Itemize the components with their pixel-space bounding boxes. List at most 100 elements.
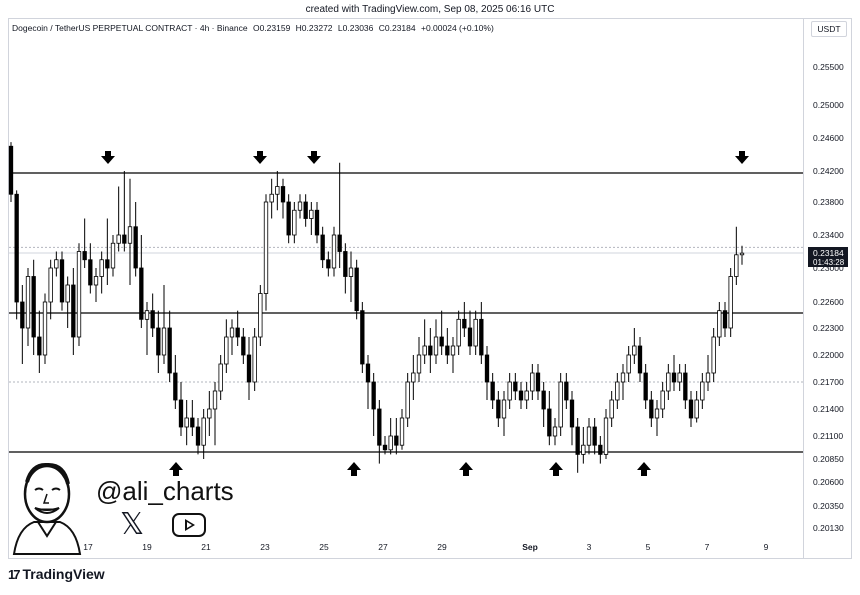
y-tick-label: 0.21700 — [813, 377, 844, 387]
candle-body — [496, 399, 501, 419]
candle-body — [592, 426, 597, 446]
x-tick-label: 29 — [437, 542, 447, 552]
candle-body — [122, 234, 127, 244]
candle-body — [547, 408, 552, 437]
candle-body — [654, 408, 660, 419]
tradingview-wordmark: TradingView — [22, 566, 105, 582]
candle-body — [31, 276, 36, 338]
x-tick-label: 19 — [142, 542, 152, 552]
up-arrow-icon — [637, 462, 651, 476]
candle-body — [99, 259, 104, 277]
candle-body — [93, 276, 99, 286]
candle-body — [620, 372, 626, 383]
candle-body — [705, 372, 711, 383]
candle-body — [564, 381, 569, 401]
candle-body — [14, 193, 19, 303]
symbol-name: Dogecoin / TetherUS PERPETUAL CONTRACT ·… — [12, 23, 248, 33]
x-tick-label: 7 — [705, 542, 710, 552]
candle-body — [144, 310, 150, 320]
candle-body — [552, 426, 558, 437]
y-tick-label: 0.20600 — [813, 477, 844, 487]
candle-body — [728, 276, 733, 329]
y-tick-label: 0.23800 — [813, 197, 844, 207]
candle-body — [405, 381, 410, 419]
candle-body — [501, 399, 507, 419]
candle-body — [558, 381, 563, 428]
candle-body — [320, 234, 325, 261]
candle-body — [467, 327, 473, 347]
candle-body — [722, 310, 728, 329]
candle-body — [25, 276, 31, 329]
down-arrow-icon — [101, 151, 115, 164]
candle-body — [195, 426, 201, 446]
candle-body — [218, 363, 223, 392]
candle-body — [637, 345, 643, 374]
candle-body — [643, 372, 648, 401]
candle-body — [133, 226, 138, 269]
candle-body — [156, 327, 161, 356]
candle-body — [37, 336, 42, 356]
candle-body — [224, 336, 229, 365]
x-logo-icon[interactable]: 𝕏 — [120, 507, 145, 542]
candle-body — [190, 417, 195, 428]
candle-body — [524, 390, 529, 401]
ohlc-open: O0.23159 — [252, 23, 291, 33]
candle-body — [178, 399, 184, 428]
x-tick-label: 9 — [764, 542, 769, 552]
candle-body — [360, 310, 365, 365]
candle-body — [20, 301, 25, 329]
y-tick-label: 0.20850 — [813, 454, 844, 464]
candle-body — [337, 234, 342, 252]
ohlc-change: +0.00024 (+0.10%) — [421, 23, 494, 33]
currency-badge[interactable]: USDT — [811, 21, 847, 37]
y-tick-label: 0.24600 — [813, 133, 844, 143]
candle-body — [717, 310, 722, 338]
candle-body — [88, 259, 93, 286]
candle-body — [677, 372, 682, 383]
candle-body — [490, 381, 495, 401]
candle-body — [354, 267, 359, 312]
candle-body — [326, 259, 331, 269]
y-tick-label: 0.23400 — [813, 230, 844, 240]
ohlc-low: L0.23036 — [337, 23, 374, 33]
candle-body — [297, 201, 303, 211]
x-tick-label: 21 — [201, 542, 211, 552]
candle-body — [184, 417, 189, 428]
candle-body — [139, 267, 144, 320]
y-tick-label: 0.20350 — [813, 501, 844, 511]
candle-body — [161, 327, 167, 356]
candle-body — [241, 336, 246, 356]
candle-body — [473, 318, 478, 347]
candle-body — [105, 259, 110, 269]
candle-body — [456, 318, 461, 347]
y-tick-label: 0.23000 — [813, 263, 844, 273]
price-axis[interactable] — [804, 18, 852, 559]
candle-body — [48, 267, 53, 303]
x-tick-label: 23 — [260, 542, 270, 552]
candle-body — [173, 372, 178, 401]
candle-body — [569, 399, 575, 428]
candle-body — [439, 336, 444, 347]
candle-body — [422, 345, 427, 356]
candle-body — [388, 435, 393, 451]
candle-body — [167, 327, 172, 374]
candle-body — [343, 251, 348, 277]
candle-body — [286, 201, 291, 236]
youtube-icon[interactable] — [172, 513, 206, 537]
candle-body — [71, 284, 76, 338]
candle-body — [8, 145, 14, 195]
candle-body — [127, 226, 133, 244]
candle-body — [615, 381, 620, 401]
candle-body — [530, 372, 535, 392]
tradingview-logo[interactable]: 17 TradingView — [8, 566, 105, 582]
candle-body — [252, 336, 257, 383]
candle-body — [666, 372, 671, 392]
author-handle: @ali_charts — [96, 476, 234, 506]
x-tick-label: 27 — [378, 542, 388, 552]
x-tick-label: 3 — [587, 542, 592, 552]
chart-pane[interactable] — [8, 18, 804, 559]
x-tick-label: 17 — [83, 542, 93, 552]
y-tick-label: 0.21400 — [813, 404, 844, 414]
candle-body — [116, 234, 121, 244]
up-arrow-icon — [347, 462, 361, 476]
